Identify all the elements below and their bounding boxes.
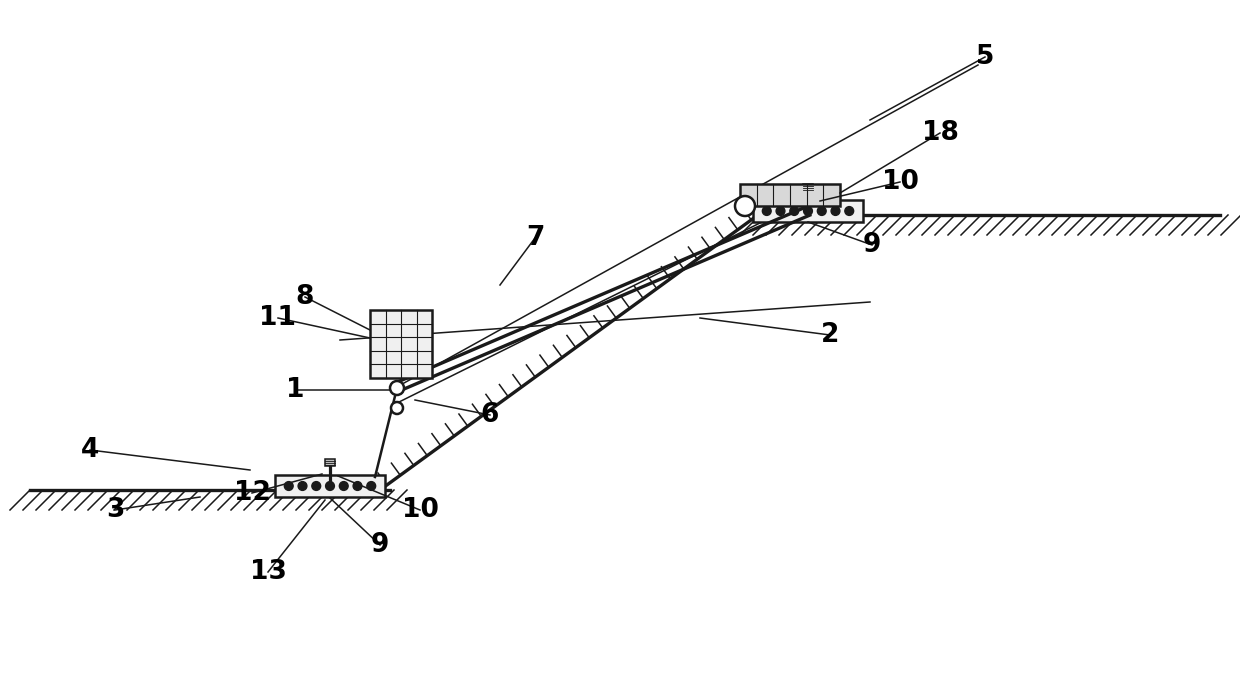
Circle shape: [311, 481, 321, 491]
Circle shape: [340, 481, 348, 491]
Text: 9: 9: [371, 532, 389, 558]
Text: 9: 9: [863, 232, 882, 258]
Bar: [740, 184, 839, 206]
Circle shape: [391, 402, 403, 414]
Text: 5: 5: [976, 44, 994, 70]
Bar: [753, 200, 863, 222]
Circle shape: [817, 207, 826, 215]
Circle shape: [763, 207, 771, 215]
Bar: [804, 184, 813, 191]
Text: 10: 10: [402, 497, 439, 523]
Text: 10: 10: [882, 169, 919, 195]
Text: 8: 8: [296, 284, 314, 310]
Text: 13: 13: [249, 559, 286, 585]
Circle shape: [367, 481, 376, 491]
Circle shape: [804, 207, 812, 215]
Text: 6: 6: [481, 402, 500, 428]
Circle shape: [790, 207, 799, 215]
Text: 3: 3: [105, 497, 124, 523]
Bar: [370, 310, 432, 378]
Circle shape: [326, 481, 335, 491]
Bar: [275, 475, 384, 497]
Circle shape: [391, 381, 404, 395]
Circle shape: [776, 207, 785, 215]
Circle shape: [735, 196, 755, 216]
Text: 11: 11: [259, 305, 296, 331]
Circle shape: [831, 207, 839, 215]
Circle shape: [284, 481, 293, 491]
Circle shape: [353, 481, 362, 491]
Text: 18: 18: [921, 120, 959, 146]
Text: 1: 1: [285, 377, 304, 403]
Text: 4: 4: [81, 437, 99, 463]
Text: 7: 7: [526, 225, 544, 251]
Text: 12: 12: [233, 480, 270, 506]
Circle shape: [298, 481, 306, 491]
Text: 2: 2: [821, 322, 839, 348]
Bar: [325, 459, 335, 466]
Circle shape: [844, 207, 853, 215]
